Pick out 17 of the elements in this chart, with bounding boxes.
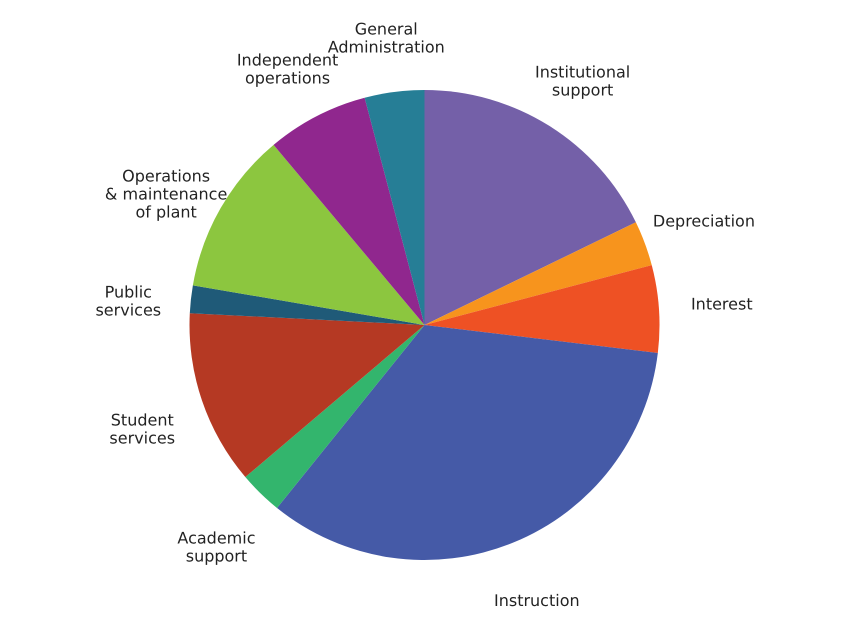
slice-label: Public services [95,282,162,320]
pie-slice [190,285,424,325]
pie-slice [424,265,660,353]
slice-label: Operations & maintenance of plant [104,166,228,222]
slice-label: Institutional support [534,62,630,100]
slice-label: Academic support [177,528,256,566]
pie-slice [276,325,658,560]
slice-label: General Administration [328,19,445,56]
pie-slice [245,325,424,508]
pie-slice [364,90,424,325]
pie-slice [274,98,424,325]
slice-label: Depreciation [652,211,755,230]
pie-slice [190,313,424,478]
slice-label: Instruction [494,591,580,610]
slice-label: Student services [109,410,176,448]
pie-slice [424,222,652,325]
slice-label: Interest [690,294,753,314]
